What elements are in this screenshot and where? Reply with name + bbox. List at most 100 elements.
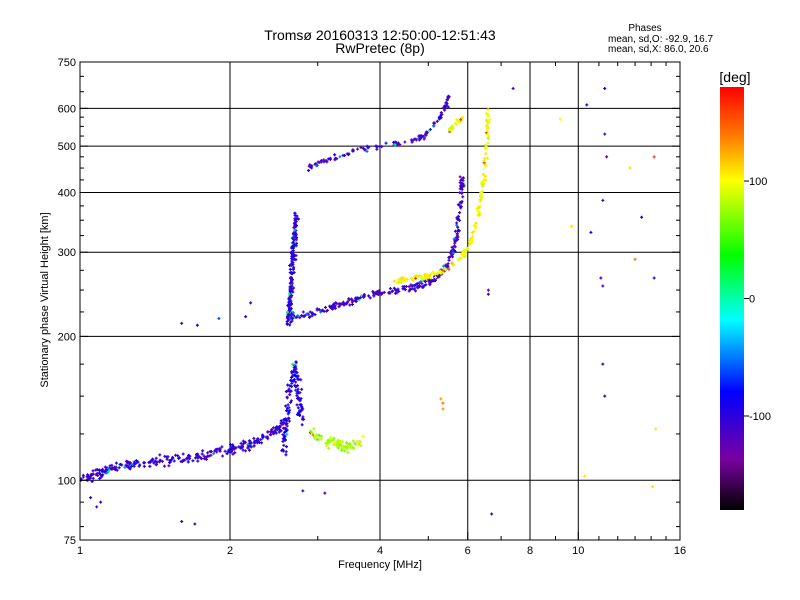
data-point [295,236,299,240]
data-point [353,442,357,446]
data-point [249,445,253,449]
data-point [120,463,124,467]
data-point [288,267,292,271]
data-point [279,419,283,423]
data-point [446,265,450,269]
data-point [395,291,399,295]
data-point [433,121,437,125]
data-point [351,439,355,443]
data-point [433,272,437,276]
data-point [398,143,402,147]
data-point [154,456,158,460]
scatter-point [652,155,656,159]
data-point [291,362,295,366]
data-point [288,309,292,313]
data-point [299,314,303,318]
data-point [286,383,290,387]
data-point [295,394,299,398]
data-point [295,396,299,400]
scatter-point [490,512,494,516]
data-point [148,464,152,468]
data-point [338,155,342,159]
data-point [435,119,439,123]
data-point [483,156,487,160]
data-point [482,159,486,163]
data-point [393,143,397,147]
scatter-point [651,485,655,489]
data-point [367,294,371,298]
colorbar [720,87,744,510]
data-point [450,245,454,249]
data-point [310,314,314,318]
data-point [289,312,293,316]
data-point [439,269,443,273]
scatter-point [570,224,574,228]
data-point [446,105,450,109]
data-point [486,141,490,145]
y-axis-label: Stationary phase Virtual Height [km] [39,212,51,387]
x-tick-label: 8 [527,545,533,557]
data-point [282,417,286,421]
x-tick-label: 2 [227,545,233,557]
data-point [404,284,408,288]
data-point [290,381,294,385]
data-point [291,290,295,294]
data-point [464,247,468,251]
data-point [349,446,353,450]
data-point [310,164,314,168]
data-point [291,257,295,261]
data-point [431,279,435,283]
data-point [347,297,351,301]
data-point [420,285,424,289]
data-point [481,185,485,189]
data-point [448,127,452,131]
data-point [461,115,465,119]
data-point [333,153,337,157]
scatter-point [301,489,305,493]
data-point [291,311,295,315]
data-point [243,440,247,444]
data-point [200,452,204,456]
data-point [246,445,250,449]
data-point [290,271,294,275]
data-point [286,416,290,420]
data-point [415,282,419,286]
data-point [334,301,338,305]
data-point [485,129,489,133]
data-point [315,434,319,438]
data-point [442,267,446,271]
data-point [196,459,200,463]
data-point [418,137,422,141]
data-point [212,452,216,456]
data-point [256,437,260,441]
data-point [288,303,292,307]
colorbar-tick-label: 100 [749,176,767,188]
data-point [87,477,91,481]
data-point [337,302,341,306]
data-point [132,460,136,464]
data-point [454,236,458,240]
data-point [327,446,331,450]
data-point [404,277,408,281]
scatter-point [244,315,248,319]
data-point [287,306,291,310]
data-point [478,199,482,203]
data-point [253,439,257,443]
data-point [295,412,299,416]
data-point [388,290,392,294]
data-point [477,213,481,217]
data-point [348,303,352,307]
data-point [480,194,484,198]
data-point [324,309,328,313]
data-point [296,406,300,410]
x-tick-label: 10 [572,545,584,557]
scatter-point [603,132,607,136]
data-point [333,441,337,445]
data-point [459,178,463,182]
y-tick-label: 500 [58,141,76,153]
data-point [207,454,211,458]
data-point [260,441,264,445]
data-point [474,221,478,225]
phase-info-x: mean, sd,X: 86.0, 20.6 [608,44,709,55]
